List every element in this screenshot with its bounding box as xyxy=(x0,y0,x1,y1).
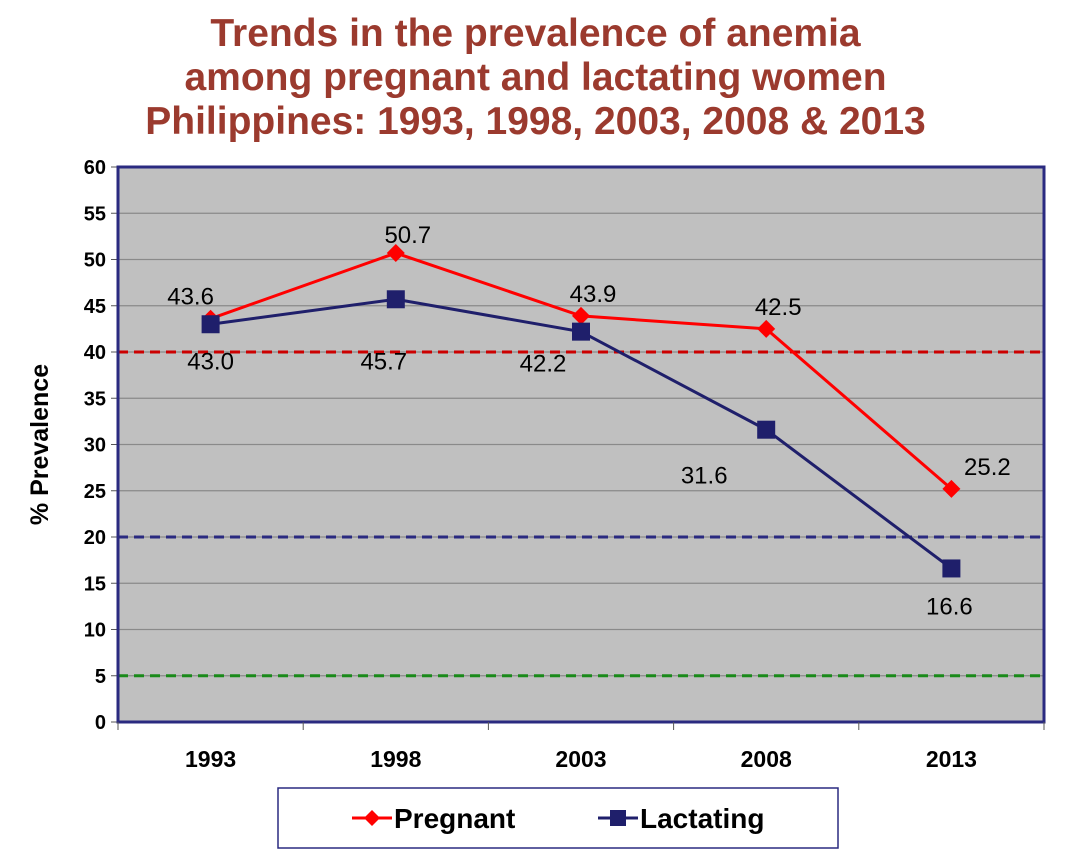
data-point-lactating xyxy=(201,315,220,334)
legend-label-pregnant: Pregnant xyxy=(394,803,515,834)
data-point-pregnant xyxy=(386,244,405,263)
legend-marker xyxy=(364,810,380,826)
data-point-pregnant xyxy=(942,479,961,498)
legend-label-lactating: Lactating xyxy=(640,803,764,834)
y-tick-label: 60 xyxy=(84,157,106,179)
data-label: 42.2 xyxy=(520,351,567,378)
data-label: 16.6 xyxy=(926,593,973,620)
data-label: 45.7 xyxy=(360,348,407,375)
x-tick-label: 2008 xyxy=(741,746,792,772)
y-tick-label: 35 xyxy=(84,388,106,410)
plot-border xyxy=(116,165,1046,724)
y-tick-label: 40 xyxy=(84,342,106,364)
y-tick-label: 0 xyxy=(95,712,106,734)
data-label: 43.9 xyxy=(570,281,617,308)
x-tick-label: 2003 xyxy=(555,746,606,772)
title-line-2: among pregnant and lactating women xyxy=(184,56,887,99)
data-label: 50.7 xyxy=(384,222,431,249)
y-tick-label: 30 xyxy=(84,435,106,457)
chart-title: Trends in the prevalence of anemia among… xyxy=(0,12,1071,144)
data-point-lactating xyxy=(942,559,961,578)
y-tick-label: 55 xyxy=(84,203,106,225)
data-point-lactating xyxy=(757,420,776,439)
title-line-1: Trends in the prevalence of anemia xyxy=(210,12,861,55)
x-tick-label: 1998 xyxy=(370,746,421,772)
y-tick-label: 50 xyxy=(84,250,106,272)
data-label: 25.2 xyxy=(964,454,1011,481)
data-label: 43.0 xyxy=(187,348,234,375)
y-tick-label: 45 xyxy=(84,296,106,318)
title-line-3: Philippines: 1993, 1998, 2003, 2008 & 20… xyxy=(145,100,926,143)
data-label: 43.6 xyxy=(167,284,214,311)
data-label: 42.5 xyxy=(755,294,802,321)
data-label: 31.6 xyxy=(681,463,728,490)
y-tick-label: 10 xyxy=(84,620,106,642)
x-tick-label: 2013 xyxy=(926,746,977,772)
data-point-lactating xyxy=(572,322,590,341)
x-tick-label: 1993 xyxy=(185,746,236,772)
legend-marker xyxy=(610,810,626,826)
y-tick-label: 15 xyxy=(84,573,106,595)
data-point-pregnant xyxy=(757,319,776,338)
y-tick-label: 20 xyxy=(84,527,106,549)
y-tick-label: 5 xyxy=(95,666,106,688)
y-axis-label: % Prevalence xyxy=(26,364,54,525)
data-point-pregnant xyxy=(572,306,590,325)
y-tick-label: 25 xyxy=(84,481,106,503)
data-point-lactating xyxy=(386,290,405,309)
